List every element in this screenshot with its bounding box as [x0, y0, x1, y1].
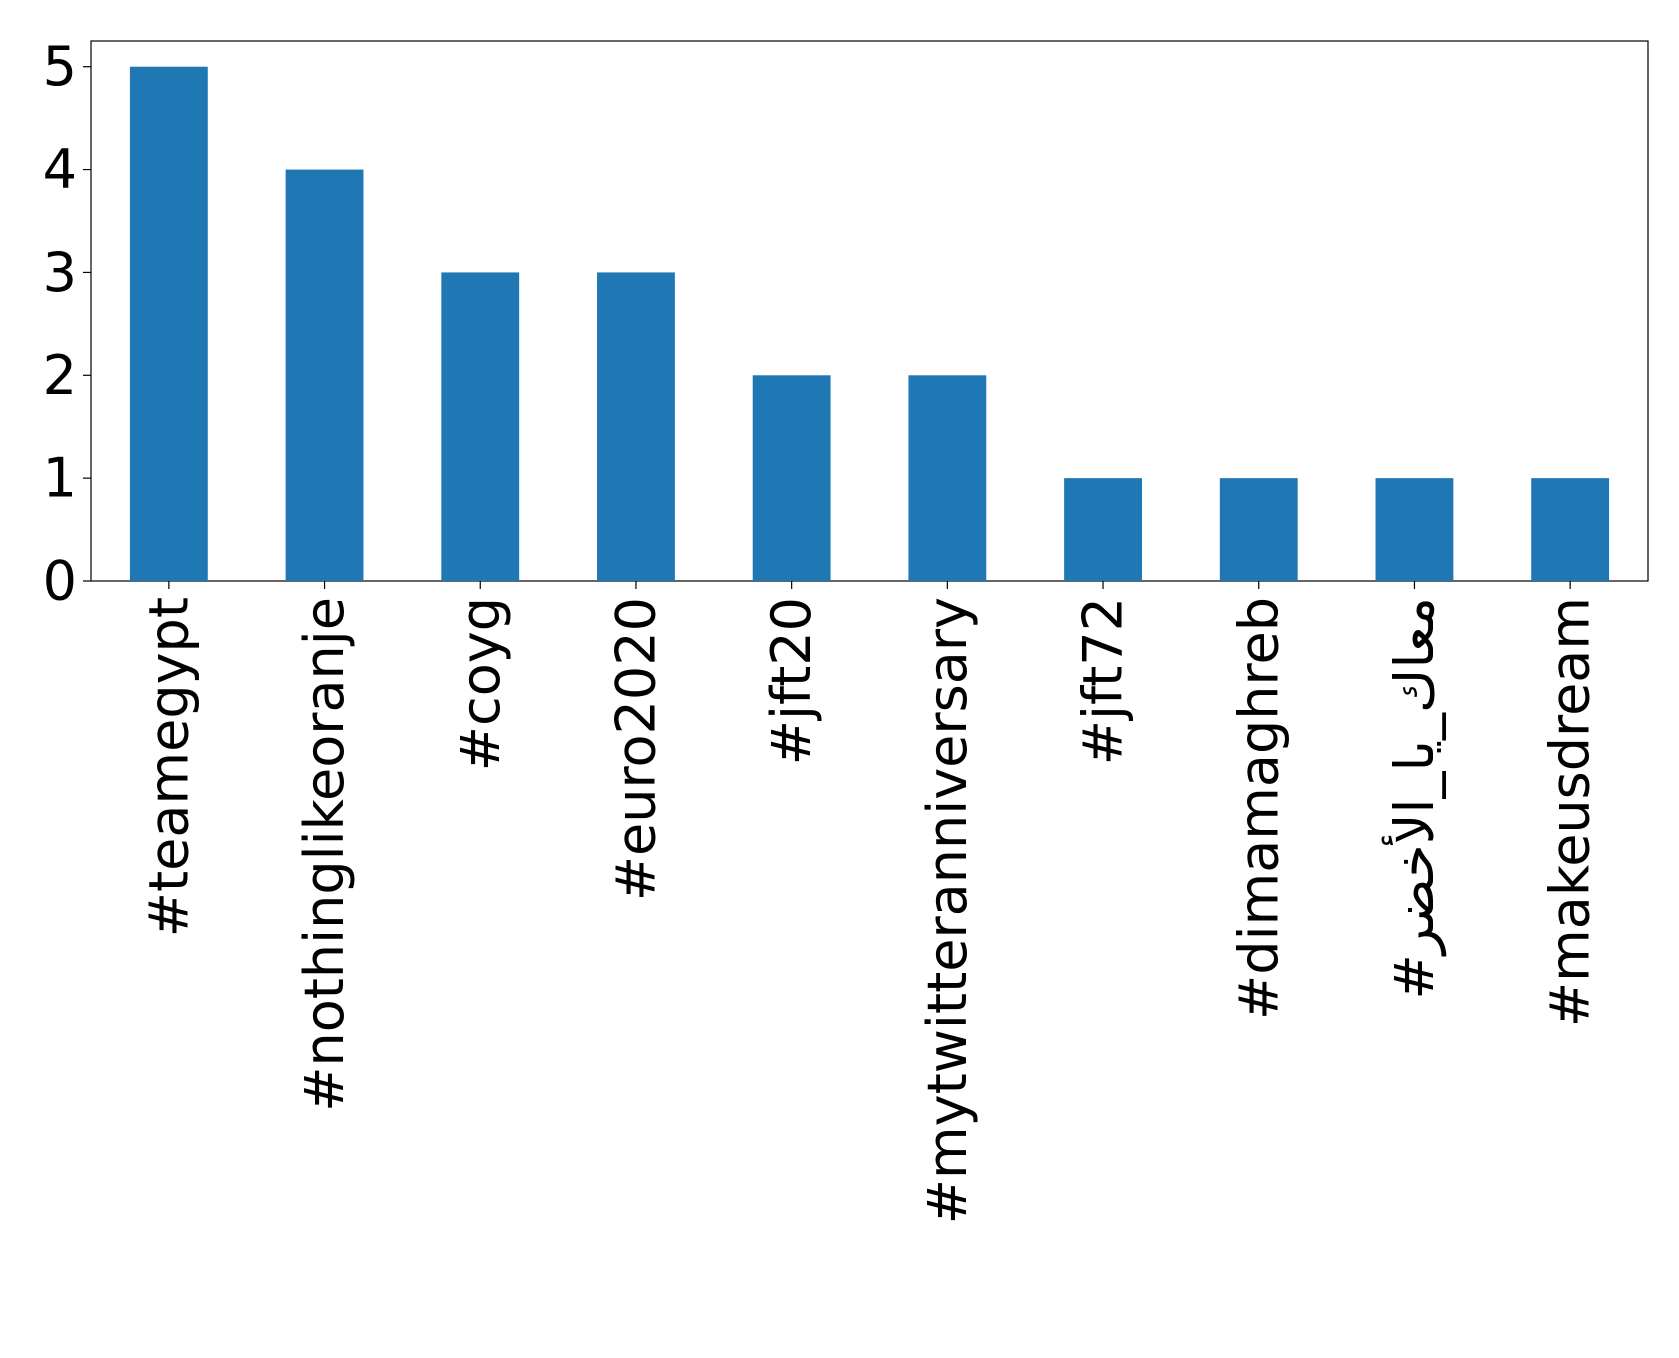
x-tick-label: #makeusdream	[1539, 597, 1602, 1027]
y-tick-label: 5	[43, 35, 77, 98]
bar	[285, 169, 364, 582]
plot-frame	[90, 40, 1649, 582]
x-tick-label: #euro2020	[604, 597, 667, 901]
bar	[1219, 478, 1298, 581]
bar	[1064, 478, 1142, 581]
x-tick-label: #nothinglikeoranje	[293, 597, 356, 1112]
y-tick-label: 3	[43, 241, 77, 304]
x-tick-label: #jft20	[760, 597, 823, 765]
bar	[1531, 478, 1610, 581]
y-tick-label: 2	[43, 344, 77, 407]
x-tick-label: #mytwitteranniversary	[916, 597, 979, 1224]
bar	[129, 66, 208, 581]
bar	[597, 272, 675, 581]
y-tick-label: 1	[43, 447, 77, 510]
bar	[1375, 478, 1454, 581]
x-tick-label: #teamegypt	[137, 597, 200, 937]
bar	[908, 375, 987, 581]
bar	[752, 375, 831, 581]
x-tick-label: #coyg	[449, 597, 512, 771]
x-tick-label: #معاك_يا_الأخضر	[1381, 597, 1446, 999]
y-tick-label: 4	[43, 138, 77, 201]
y-tick-label: 0	[43, 550, 77, 613]
x-tick-label: #jft72	[1072, 597, 1135, 765]
bar	[441, 272, 520, 581]
x-tick-label: #dimamaghreb	[1227, 597, 1290, 1020]
